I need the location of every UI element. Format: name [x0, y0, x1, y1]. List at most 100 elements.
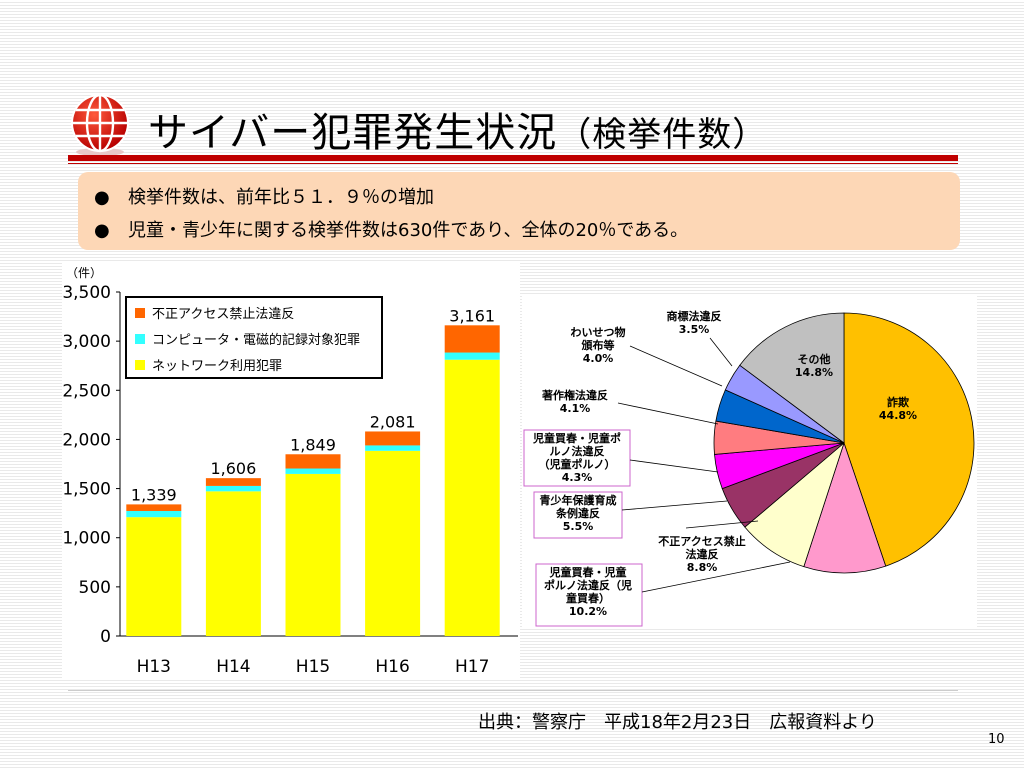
x-tick-label: H16 — [375, 657, 409, 677]
title-main: サイバー犯罪発生状況 — [148, 110, 558, 156]
bar-segment — [126, 517, 182, 636]
pie-slice-label: 不正アクセス禁止 — [658, 534, 745, 548]
label-box — [535, 563, 643, 627]
pie-slice-label: 児童買春・児童ポ — [532, 431, 621, 445]
pie-slice-label: ルノ法違反 — [550, 444, 605, 458]
bullet-marker: ● — [94, 187, 110, 208]
pie-slice-label: 5.5% — [563, 520, 594, 533]
bar-chart-panel: （件） 0 500 1,000 1,500 2,000 2,500 3,000 3,500 1,3… — [62, 262, 520, 680]
legend-label: 不正アクセス禁止法違反 — [152, 307, 294, 322]
bar-segment — [444, 359, 500, 636]
bar-segment — [285, 473, 341, 636]
bar-segment — [126, 504, 182, 511]
y-tick-label: 2,000 — [62, 430, 111, 450]
pie-slice-label: 青少年保護育成 — [540, 493, 617, 507]
title-rule — [68, 155, 958, 161]
bullet-item: ● 検挙件数は、前年比５１．９％の増加 — [94, 183, 434, 209]
leader-line — [621, 500, 728, 511]
bullet-item: ● 児童・青少年に関する検挙件数は630件であり、全体の20％である。 — [94, 216, 688, 242]
footer-divider — [68, 690, 958, 691]
pie-slice-label: 4.1% — [560, 402, 591, 415]
bar-segment — [365, 450, 421, 636]
bar-segment — [365, 445, 421, 451]
pie-slice-label: 著作権法違反 — [542, 388, 608, 402]
leader-line — [685, 520, 759, 529]
pie-slice-label: わいせつ物 — [571, 325, 626, 339]
pie-slice-label: 商標法違反 — [667, 309, 722, 323]
pie-slice-label: 詐欺 — [887, 395, 909, 409]
pie-slice-label: 童買春） — [566, 591, 610, 605]
pie-slice — [739, 312, 845, 444]
pie-slice-label: （児童ポルノ） — [539, 457, 616, 471]
legend-swatch — [135, 308, 145, 318]
summary-box: ● 検挙件数は、前年比５１．９％の増加 ● 児童・青少年に関する検挙件数は630件で… — [78, 172, 960, 250]
page-number: 10 — [988, 732, 1005, 747]
pie-slice-label: 44.8% — [879, 409, 917, 422]
bar-total-label: 1,606 — [210, 459, 256, 478]
y-tick-label: 500 — [79, 578, 111, 598]
leader-line — [641, 561, 791, 593]
pie-slice-label: 4.3% — [562, 471, 593, 484]
leader-line — [629, 345, 723, 387]
pie-slice-label: 児童買春・児童 — [549, 565, 627, 579]
y-tick-label: 2,500 — [62, 381, 111, 401]
x-tick-label: H14 — [216, 657, 250, 677]
pie-slice-label: ポルノ法違反（児 — [544, 578, 632, 592]
label-box — [523, 429, 631, 487]
bar-total-label: 1,849 — [290, 435, 336, 454]
bar-segment — [205, 485, 261, 492]
globe-logo-icon — [68, 92, 132, 156]
pie-slice-label: 頒布等 — [581, 338, 615, 352]
pie-slice-label: 10.2% — [569, 605, 607, 618]
leader-line — [709, 337, 733, 367]
pie-slice — [803, 441, 887, 574]
bar-segment — [126, 510, 182, 518]
y-tick-label: 3,500 — [62, 283, 111, 303]
x-tick-label: H15 — [296, 657, 330, 677]
y-tick-label: 1,000 — [62, 529, 111, 549]
x-tick-label: H17 — [455, 657, 489, 677]
y-tick-label: 3,000 — [62, 332, 111, 352]
bar-total-label: 1,339 — [131, 485, 177, 504]
x-tick-label: H13 — [137, 657, 171, 677]
y-tick-label: 0 — [100, 627, 111, 647]
pie-slice-label: その他 — [798, 352, 831, 366]
bar-segment — [205, 491, 261, 636]
pie-slice-label: 3.5% — [679, 323, 710, 336]
bar-segment — [285, 454, 341, 469]
legend-label: ネットワーク利用犯罪 — [152, 359, 282, 374]
bar-segment — [444, 325, 500, 353]
bullet-marker: ● — [94, 220, 110, 241]
legend-swatch — [135, 360, 145, 370]
bar-total-label: 3,161 — [449, 306, 495, 325]
source-note: 出典：警察庁 平成18年2月23日 広報資料より — [478, 712, 877, 733]
page-title: サイバー犯罪発生状況（検挙件数） — [148, 100, 767, 158]
pie-slice-label: 条例違反 — [555, 506, 600, 520]
pie-slice-label: 14.8% — [795, 366, 833, 379]
bar-total-label: 2,081 — [370, 412, 416, 431]
pie-chart-panel: 詐欺 44.8% その他 14.8% 商標法違反 3.5% わいせつ物 頒布等 4.0% 著作権法… — [522, 296, 977, 629]
bar-segment — [444, 352, 500, 360]
bar-segment — [365, 431, 421, 446]
pie-slice-label: 4.0% — [583, 352, 614, 365]
title-sub: （検挙件数） — [557, 115, 768, 155]
bar-segment — [205, 478, 261, 486]
y-unit-label: （件） — [66, 266, 102, 280]
bullet-text: 検挙件数は、前年比５１．９％の増加 — [128, 187, 434, 208]
y-tick-label: 1,500 — [62, 480, 111, 500]
legend-swatch — [135, 334, 145, 344]
pie-slice-label: 法違反 — [686, 547, 719, 561]
legend-box — [125, 296, 383, 379]
pie-slice-label: 8.8% — [687, 561, 718, 574]
bar-chart: （件） 0 500 1,000 1,500 2,000 2,500 3,000 3,500 1,3… — [62, 266, 518, 677]
leader-line — [629, 459, 719, 473]
legend-label: コンピュータ・電磁的記録対象犯罪 — [152, 332, 360, 348]
pie-slice — [843, 312, 975, 567]
bar-segment — [285, 468, 341, 474]
title-rule-thin — [68, 163, 958, 164]
bullet-text: 児童・青少年に関する検挙件数は630件であり、全体の20％である。 — [128, 220, 689, 241]
label-box — [533, 491, 623, 539]
leader-line — [617, 402, 719, 425]
